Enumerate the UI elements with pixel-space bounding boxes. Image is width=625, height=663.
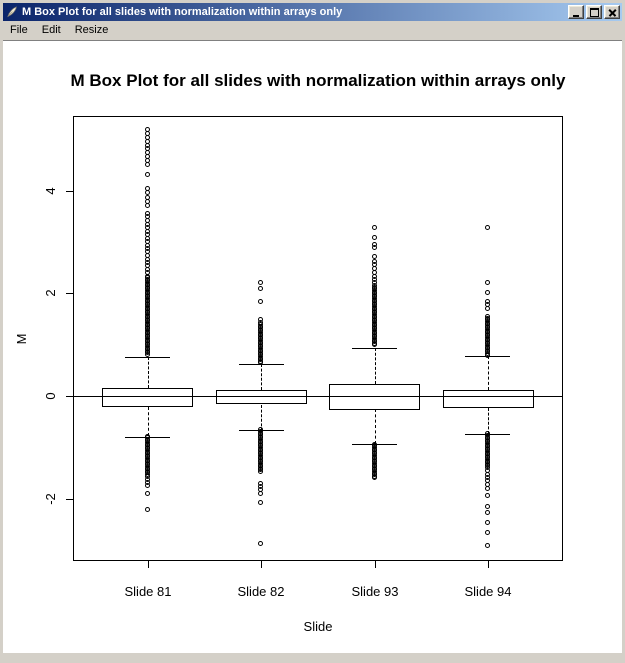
whisker-line [488, 356, 489, 390]
x-tick-label: Slide 94 [464, 584, 512, 599]
outlier-point [485, 493, 490, 498]
outlier-point [145, 127, 150, 132]
outlier-point [145, 172, 150, 177]
x-tick-mark [488, 561, 489, 568]
y-tick-mark [66, 396, 73, 397]
close-icon [609, 9, 616, 16]
y-tick-mark [66, 499, 73, 500]
whisker-line [261, 364, 262, 390]
outlier-point [145, 186, 150, 191]
outlier-point [485, 299, 490, 304]
outlier-point [485, 510, 490, 515]
outlier-point [372, 342, 377, 347]
minimize-icon [573, 14, 579, 17]
whisker-line [261, 405, 262, 431]
menu-resize[interactable]: Resize [74, 24, 109, 36]
maximize-button[interactable] [586, 5, 602, 19]
menu-edit[interactable]: Edit [41, 24, 61, 36]
x-tick-label: Slide 82 [237, 584, 285, 599]
window-controls [566, 5, 620, 19]
outlier-point [372, 254, 377, 259]
window-title: M Box Plot for all slides with normaliza… [22, 6, 343, 18]
whisker-line [375, 409, 376, 444]
outlier-point [372, 259, 377, 264]
outlier-point [372, 242, 377, 247]
y-tick-label: 0 [43, 392, 58, 400]
outlier-point [258, 280, 263, 285]
x-tick-mark [375, 561, 376, 568]
titlebar[interactable]: M Box Plot for all slides with normaliza… [3, 3, 622, 21]
y-tick-label: 2 [43, 289, 58, 297]
outlier-point [258, 541, 263, 546]
outlier-point [258, 500, 263, 505]
minimize-button[interactable] [568, 5, 584, 19]
zero-reference-line [73, 396, 563, 397]
r-graphics-device: M Box Plot for all slides with normaliza… [3, 41, 622, 653]
box [102, 388, 193, 407]
outlier-point [485, 530, 490, 535]
outlier-point [372, 475, 377, 480]
whisker-line [148, 357, 149, 388]
outlier-point [258, 491, 263, 496]
outlier-point [145, 195, 150, 200]
outlier-point [372, 235, 377, 240]
x-axis-label: Slide [303, 619, 333, 634]
outlier-point [145, 507, 150, 512]
menu-file[interactable]: File [10, 24, 28, 36]
outlier-point [258, 469, 263, 474]
outlier-point [485, 486, 490, 491]
outlier-point [485, 225, 490, 230]
x-tick-mark [261, 561, 262, 568]
outlier-point [258, 299, 263, 304]
plot-canvas: M Box Plot for all slides with normaliza… [3, 41, 622, 653]
y-tick-label: -2 [43, 493, 58, 505]
outlier-point [372, 225, 377, 230]
box [216, 390, 307, 404]
y-axis-label: M [14, 333, 29, 344]
maximize-icon [589, 7, 599, 17]
box [329, 384, 420, 410]
whisker-line [488, 408, 489, 434]
outlier-point [485, 290, 490, 295]
outlier-point [145, 211, 150, 216]
y-tick-mark [66, 293, 73, 294]
outlier-point [258, 360, 263, 365]
plot-border [73, 116, 563, 561]
outlier-point [145, 352, 150, 357]
outlier-point [485, 504, 490, 509]
y-tick-mark [66, 191, 73, 192]
x-tick-label: Slide 93 [351, 584, 399, 599]
outlier-point [485, 520, 490, 525]
y-tick-label: 4 [43, 187, 58, 195]
outlier-point [258, 286, 263, 291]
outlier-point [485, 543, 490, 548]
feather-quill-icon [7, 6, 18, 18]
plot-title: M Box Plot for all slides with normaliza… [70, 71, 566, 90]
x-tick-mark [148, 561, 149, 568]
outlier-point [145, 491, 150, 496]
close-button[interactable] [604, 5, 620, 19]
outlier-point [145, 483, 150, 488]
outlier-point [485, 353, 490, 358]
whisker-cap [352, 348, 397, 349]
whisker-cap [125, 357, 170, 358]
box [443, 390, 534, 408]
whisker-line [375, 348, 376, 384]
menubar: File Edit Resize [3, 21, 622, 41]
whisker-line [148, 407, 149, 436]
outlier-point [485, 280, 490, 285]
x-tick-label: Slide 81 [124, 584, 172, 599]
outlier-point [258, 317, 263, 322]
